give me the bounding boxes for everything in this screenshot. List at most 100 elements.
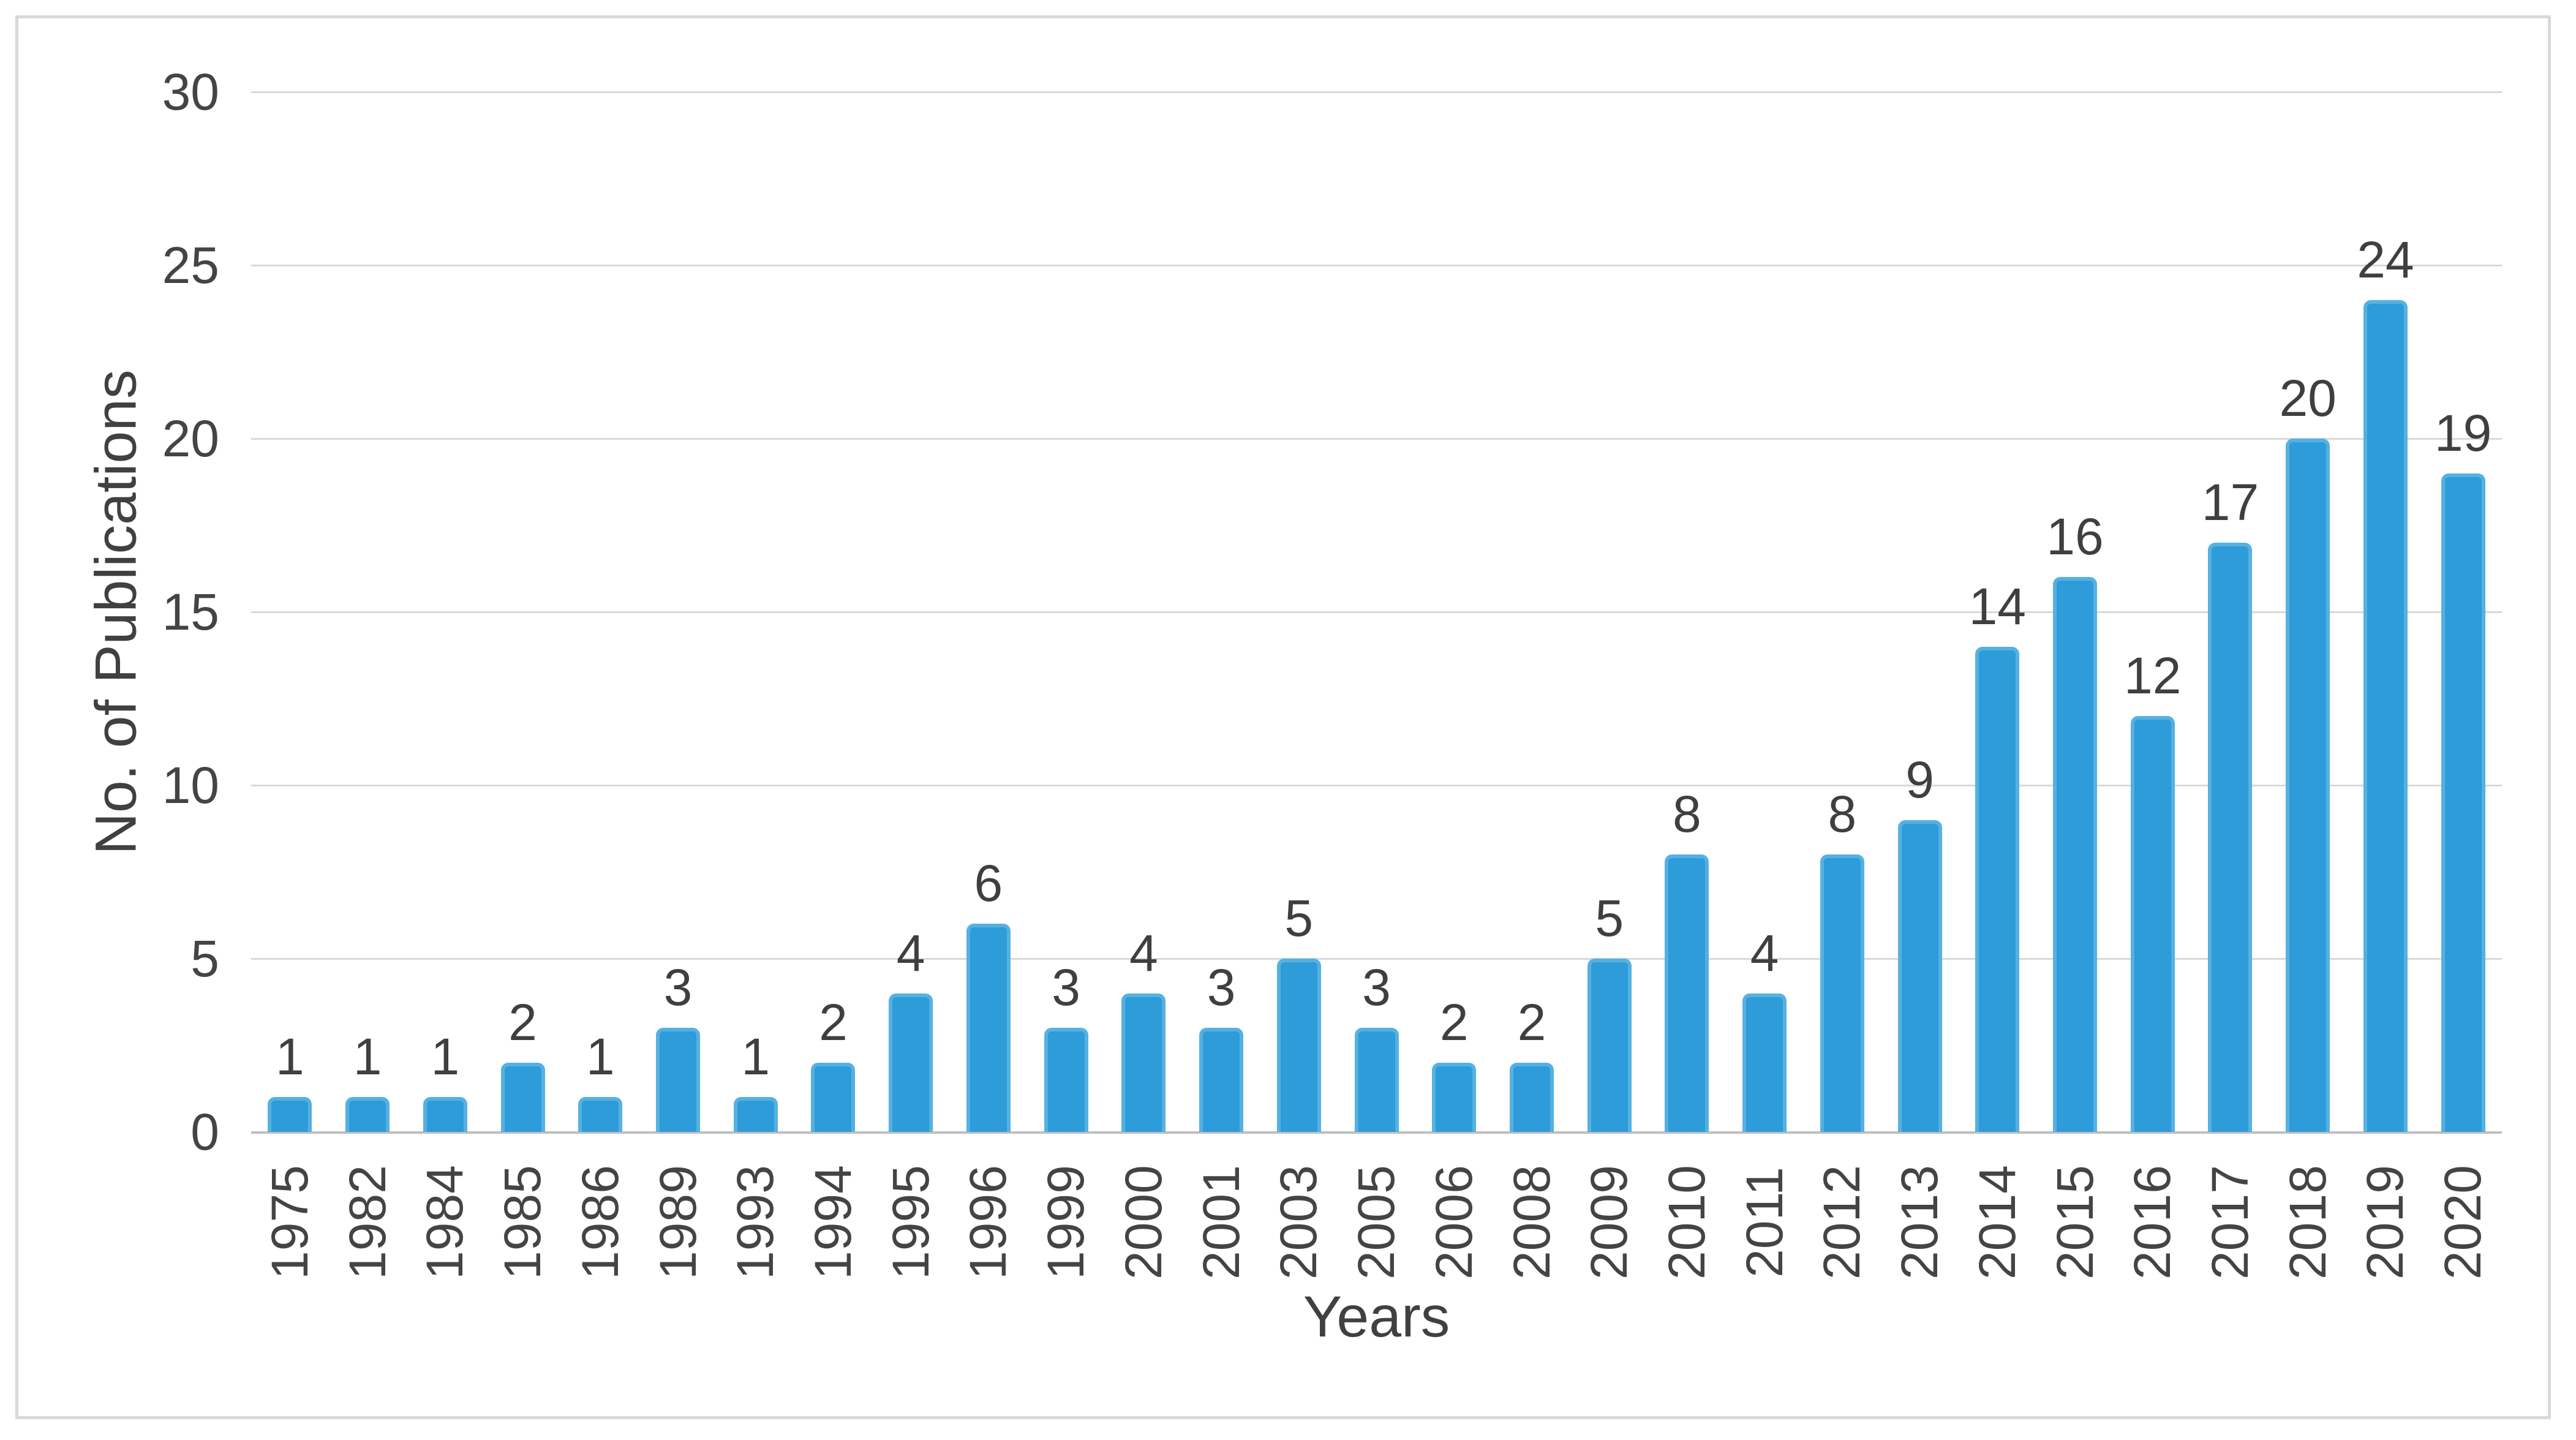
bar-value-label-1996: 6 [974, 854, 1003, 913]
bar-2009 [1587, 959, 1632, 1132]
bar-2013 [1897, 820, 1942, 1132]
bar-2019 [2363, 300, 2408, 1132]
x-tick-label-1984: 1984 [415, 1156, 476, 1288]
x-tick-label-1975: 1975 [259, 1156, 320, 1288]
bar-1994 [811, 1062, 856, 1132]
x-tick-label-text: 1975 [260, 1165, 318, 1280]
x-tick-label-2010: 2010 [1656, 1156, 1717, 1288]
y-tick-label-30: 30 [162, 63, 219, 121]
bar-1999 [1044, 1028, 1088, 1132]
bar-1984 [423, 1097, 467, 1132]
bar-value-label-2010: 8 [1673, 785, 1701, 843]
x-axis-title: Years [1303, 1284, 1450, 1349]
x-tick-label-text: 1982 [338, 1165, 396, 1280]
x-tick-label-text: 2010 [1657, 1165, 1715, 1280]
x-tick-label-2013: 2013 [1889, 1156, 1951, 1288]
bar-1993 [733, 1097, 778, 1132]
gridline-30 [251, 91, 2502, 93]
x-tick-label-1985: 1985 [492, 1156, 554, 1288]
x-tick-label-2018: 2018 [2277, 1156, 2338, 1288]
x-tick-label-1995: 1995 [880, 1156, 941, 1288]
bar-value-label-2009: 5 [1595, 889, 1624, 947]
bar-1982 [345, 1097, 390, 1132]
bar-2018 [2286, 439, 2330, 1132]
x-tick-label-1989: 1989 [647, 1156, 709, 1288]
bar-2020 [2441, 473, 2485, 1132]
bar-2003 [1276, 959, 1321, 1132]
bar-value-label-1984: 1 [431, 1028, 460, 1086]
chart-frame [15, 15, 2551, 1419]
bar-2012 [1820, 854, 1864, 1132]
x-tick-label-text: 1996 [959, 1165, 1017, 1280]
y-tick-label-25: 25 [162, 236, 219, 294]
gridline-5 [251, 958, 2502, 960]
bar-1975 [268, 1097, 312, 1132]
x-tick-label-text: 2008 [1502, 1165, 1561, 1280]
bar-1986 [578, 1097, 623, 1132]
bar-2016 [2130, 715, 2175, 1132]
x-tick-label-2015: 2015 [2044, 1156, 2106, 1288]
x-tick-label-text: 2013 [1891, 1165, 1949, 1280]
x-tick-label-1993: 1993 [725, 1156, 786, 1288]
x-tick-label-2000: 2000 [1113, 1156, 1174, 1288]
bar-2008 [1509, 1062, 1554, 1132]
y-tick-label-5: 5 [190, 930, 219, 987]
x-tick-label-text: 2000 [1114, 1165, 1172, 1280]
bar-value-label-2019: 24 [2357, 230, 2414, 288]
bar-value-label-1999: 3 [1052, 959, 1080, 1017]
x-tick-label-2019: 2019 [2355, 1156, 2416, 1288]
bar-value-label-2003: 5 [1284, 889, 1314, 947]
x-tick-label-1999: 1999 [1036, 1156, 1097, 1288]
bar-value-label-2014: 14 [1968, 577, 2026, 635]
x-tick-label-2006: 2006 [1423, 1156, 1485, 1288]
plot-area: 1 1 1 2 1 3 1 2 4 6 3 4 3 5 3 2 2 5 8 4 8 9 14 16 12 17 20 24 19 [251, 91, 2502, 1134]
x-tick-label-text: 2020 [2434, 1165, 2492, 1280]
x-tick-label-text: 2017 [2201, 1165, 2259, 1280]
bar-value-label-2017: 17 [2201, 473, 2259, 531]
bar-value-label-2018: 20 [2279, 369, 2337, 427]
bar-2001 [1199, 1028, 1244, 1132]
bar-value-label-2006: 2 [1439, 993, 1469, 1051]
x-tick-label-2005: 2005 [1346, 1156, 1407, 1288]
x-tick-label-text: 1989 [649, 1165, 707, 1280]
bar-2006 [1432, 1062, 1477, 1132]
x-tick-label-text: 2012 [1813, 1165, 1871, 1280]
gridline-10 [251, 785, 2502, 786]
bar-value-label-2016: 12 [2124, 646, 2182, 704]
y-tick-label-10: 10 [162, 756, 219, 814]
y-tick-label-15: 15 [162, 583, 219, 641]
y-tick-label-0: 0 [190, 1103, 219, 1161]
bar-1996 [966, 924, 1011, 1132]
x-tick-label-2012: 2012 [1812, 1156, 1873, 1288]
bar-2000 [1121, 993, 1166, 1132]
x-tick-label-1996: 1996 [958, 1156, 1019, 1288]
bar-value-label-2020: 19 [2434, 404, 2492, 462]
bar-value-label-2000: 4 [1129, 924, 1158, 982]
bar-1989 [655, 1028, 700, 1132]
x-tick-label-text: 2015 [2046, 1165, 2104, 1280]
x-tick-label-2008: 2008 [1501, 1156, 1562, 1288]
x-axis-line [251, 1131, 2502, 1134]
x-tick-label-2017: 2017 [2199, 1156, 2261, 1288]
x-tick-label-text: 2003 [1270, 1165, 1328, 1280]
gridline-25 [251, 265, 2502, 266]
x-tick-label-text: 2018 [2278, 1165, 2337, 1280]
bar-2011 [1742, 993, 1787, 1132]
bar-value-label-2012: 8 [1828, 785, 1857, 843]
bar-2017 [2208, 542, 2253, 1132]
bar-value-label-2008: 2 [1517, 993, 1546, 1051]
x-tick-label-text: 2019 [2356, 1165, 2414, 1280]
bar-value-label-2011: 4 [1750, 924, 1779, 982]
x-tick-label-text: 1985 [494, 1165, 552, 1280]
x-tick-label-2009: 2009 [1579, 1156, 1640, 1288]
x-tick-label-text: 1993 [726, 1165, 785, 1280]
y-tick-label-20: 20 [162, 410, 219, 467]
x-tick-label-text: 2016 [2123, 1165, 2182, 1280]
x-tick-label-text: 1995 [881, 1165, 940, 1280]
bar-value-label-1995: 4 [896, 924, 925, 982]
x-tick-label-1986: 1986 [570, 1156, 631, 1288]
bar-2010 [1665, 854, 1709, 1132]
bar-value-label-1989: 3 [663, 959, 693, 1017]
x-tick-label-2016: 2016 [2122, 1156, 2183, 1288]
